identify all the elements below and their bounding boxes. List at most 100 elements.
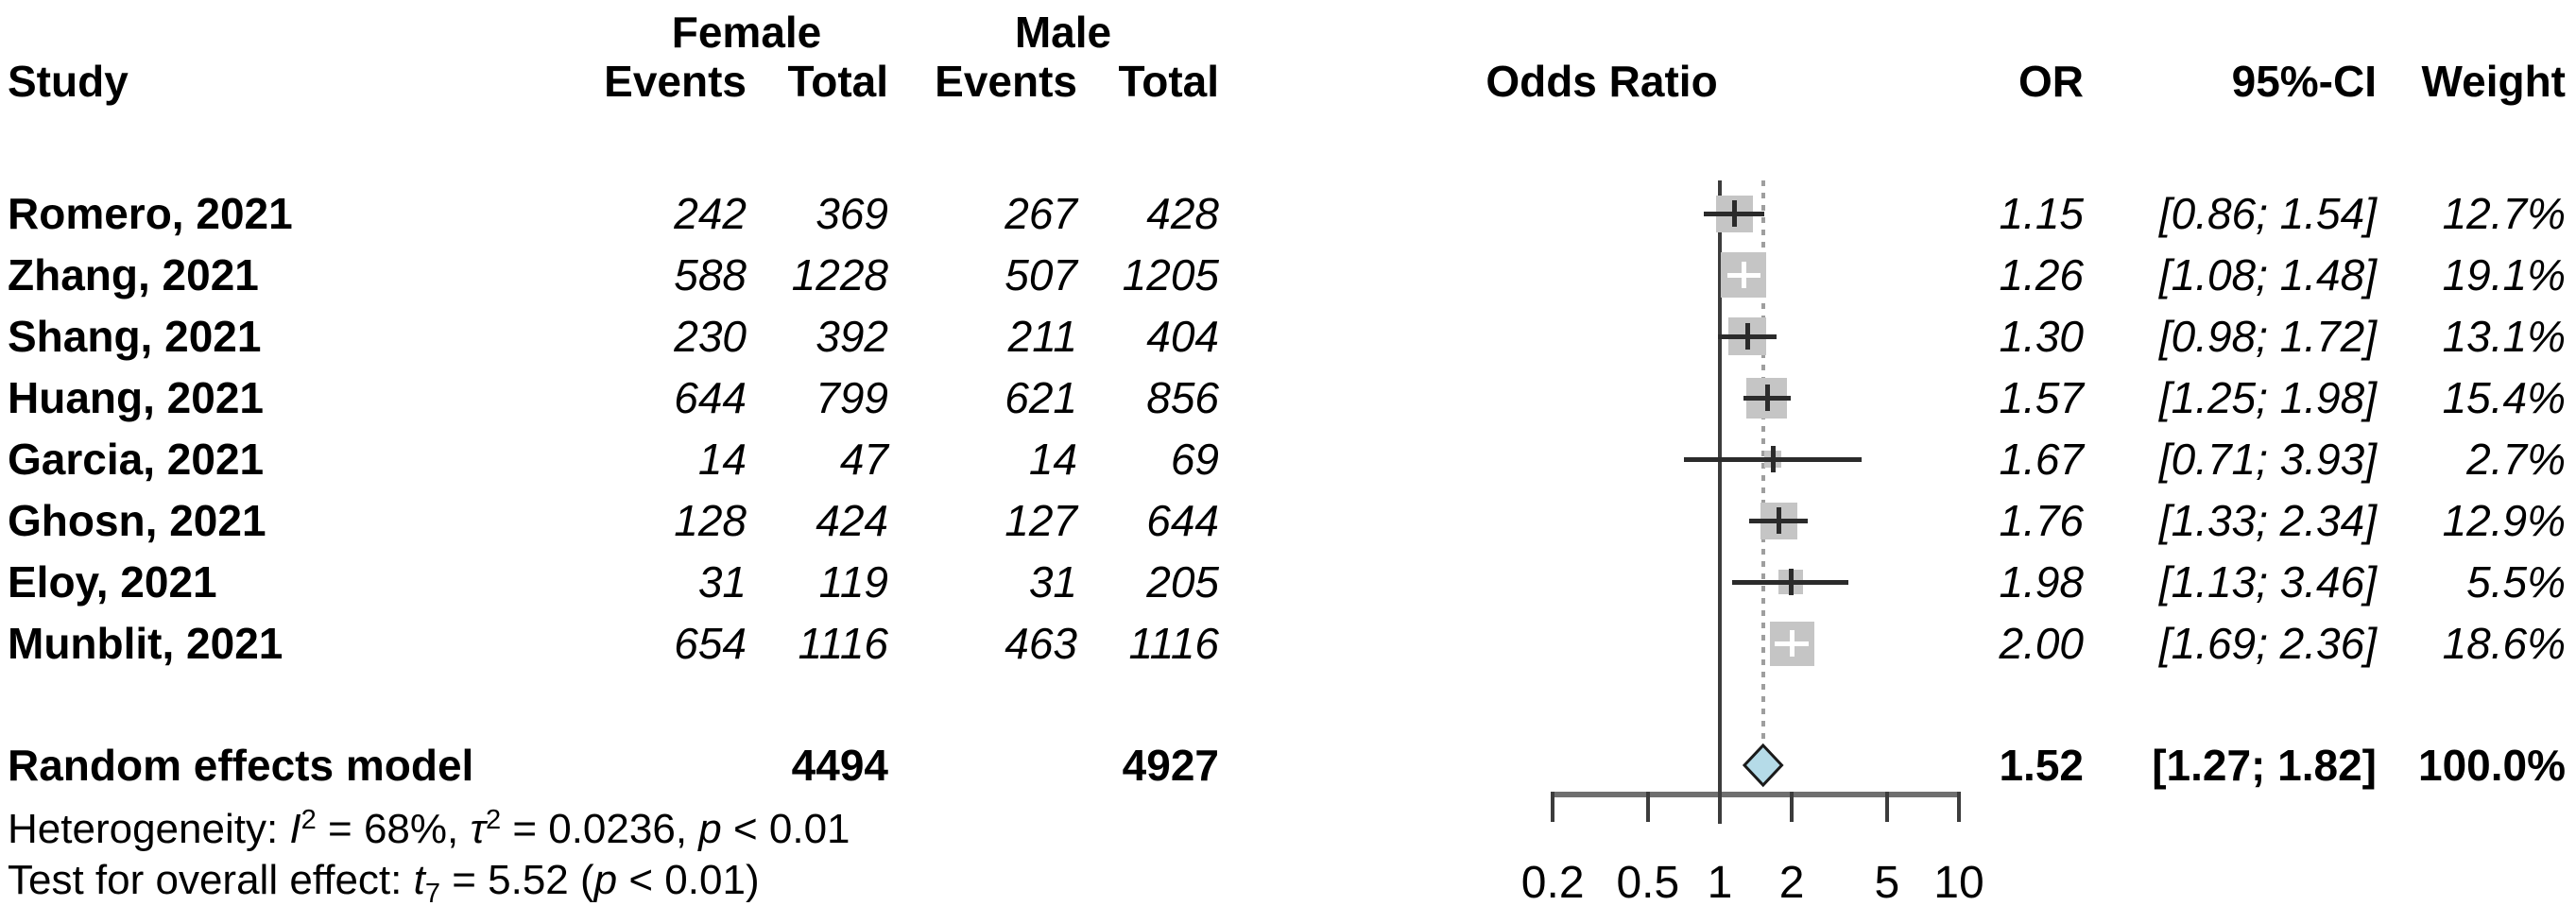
female-total-value: 424 (816, 496, 888, 545)
weight-value: 18.6% (2442, 619, 2566, 668)
or-value: 1.30 (1999, 312, 2084, 361)
point-estimate-tick (1777, 507, 1782, 534)
point-estimate-tick (1771, 446, 1777, 472)
x-axis-bar (1551, 792, 1961, 797)
female-total-value: 799 (816, 373, 888, 422)
col-male-total: Total (1118, 57, 1219, 106)
female-events-value: 644 (674, 373, 747, 422)
summary-ci: [1.27; 1.82] (2152, 741, 2377, 790)
point-estimate-tick (1742, 262, 1747, 288)
footnote-segment: Heterogeneity: (8, 806, 290, 852)
x-axis-tick (1884, 792, 1889, 822)
summary-male-total: 4927 (1122, 741, 1219, 790)
col-group-female: Female (671, 8, 822, 57)
study-label: Eloy, 2021 (8, 557, 217, 607)
ci-value: [1.33; 2.34] (2158, 496, 2377, 545)
female-total-value: 369 (816, 189, 888, 238)
x-axis-tick-label: 10 (1933, 858, 1984, 908)
weight-value: 13.1% (2442, 312, 2566, 361)
female-events-value: 230 (674, 312, 747, 361)
col-odds-ratio: Odds Ratio (1485, 57, 1718, 106)
footnote-segment: τ (470, 806, 486, 852)
female-total-value: 392 (816, 312, 888, 361)
study-label: Munblit, 2021 (8, 619, 283, 668)
x-axis-tick-label: 2 (1778, 858, 1805, 908)
male-total-value: 428 (1146, 189, 1219, 238)
male-total-value: 1205 (1122, 250, 1219, 299)
male-events-value: 621 (1005, 373, 1077, 422)
weight-value: 15.4% (2442, 373, 2566, 422)
male-total-value: 404 (1146, 312, 1219, 361)
study-label: Shang, 2021 (8, 312, 262, 361)
or-value: 1.57 (1999, 373, 2084, 422)
x-axis-tick-label: 1 (1707, 858, 1733, 908)
female-events-value: 31 (697, 557, 747, 607)
summary-weight: 100.0% (2417, 741, 2566, 790)
study-label: Garcia, 2021 (8, 435, 265, 484)
or-value: 2.00 (1999, 619, 2084, 668)
weight-value: 2.7% (2466, 435, 2566, 484)
footnote-segment: Test for overall effect: (8, 857, 414, 903)
col-weight: Weight (2421, 57, 2566, 106)
footnote-segment: 2 (485, 805, 502, 836)
x-axis-tick (1645, 792, 1650, 822)
female-events-value: 588 (674, 250, 747, 299)
or-value: 1.26 (1999, 250, 2084, 299)
overall-effect-note: Test for overall effect: t7 = 5.52 (p < … (8, 856, 760, 910)
col-male-events: Events (935, 57, 1077, 106)
female-total-value: 119 (818, 557, 888, 607)
male-total-value: 856 (1146, 373, 1219, 422)
x-axis-tick (1957, 792, 1961, 822)
point-estimate-tick (1744, 323, 1750, 350)
or-value: 1.98 (1999, 557, 2084, 607)
footnote-segment: = 68%, (316, 806, 471, 852)
female-events-value: 654 (674, 619, 747, 668)
ci-value: [0.86; 1.54] (2158, 189, 2377, 238)
footnote-segment: 2 (301, 805, 317, 836)
female-total-value: 47 (839, 435, 888, 484)
col-study: Study (8, 57, 129, 106)
male-total-value: 644 (1146, 496, 1219, 545)
male-events-value: 127 (1005, 496, 1077, 545)
col-ci: 95%-CI (2231, 57, 2377, 106)
summary-or: 1.52 (1999, 741, 2084, 790)
study-label: Romero, 2021 (8, 189, 293, 238)
male-total-value: 69 (1170, 435, 1219, 484)
footnote-segment: = 0.0236, (501, 806, 699, 852)
weight-value: 5.5% (2466, 557, 2566, 607)
male-events-value: 14 (1028, 435, 1077, 484)
footnote-segment: = 5.52 ( (440, 857, 594, 903)
male-events-value: 463 (1005, 619, 1077, 668)
ci-value: [0.71; 3.93] (2158, 435, 2377, 484)
or-value: 1.67 (1999, 435, 2084, 484)
or-value: 1.15 (1999, 189, 2084, 238)
point-estimate-tick (1790, 630, 1795, 657)
point-estimate-tick (1789, 569, 1795, 595)
ci-value: [1.08; 1.48] (2158, 250, 2377, 299)
heterogeneity-note: Heterogeneity: I2 = 68%, τ2 = 0.0236, p … (8, 805, 850, 859)
summary-label: Random effects model (8, 741, 474, 790)
study-label: Huang, 2021 (8, 373, 264, 422)
col-group-male: Male (1014, 8, 1112, 57)
footnote-segment: p (593, 857, 618, 903)
female-total-value: 1228 (791, 250, 888, 299)
footnote-segment: < 0.01 (721, 806, 850, 852)
female-events-value: 14 (697, 435, 747, 484)
summary-diamond-shape (1743, 743, 1784, 788)
x-axis-tick (1718, 792, 1722, 822)
col-female-events: Events (604, 57, 747, 106)
footnote-segment: < 0.01) (617, 857, 760, 903)
col-or: OR (2018, 57, 2084, 106)
study-label: Ghosn, 2021 (8, 496, 266, 545)
x-axis-tick-label: 5 (1874, 858, 1900, 908)
male-events-value: 267 (1005, 189, 1077, 238)
ci-value: [1.25; 1.98] (2158, 373, 2377, 422)
col-female-total: Total (787, 57, 888, 106)
ci-value: [1.69; 2.36] (2158, 619, 2377, 668)
weight-value: 19.1% (2442, 250, 2566, 299)
x-axis-tick (1790, 792, 1795, 822)
study-label: Zhang, 2021 (8, 250, 259, 299)
male-events-value: 211 (1007, 312, 1077, 361)
weight-value: 12.9% (2442, 496, 2566, 545)
